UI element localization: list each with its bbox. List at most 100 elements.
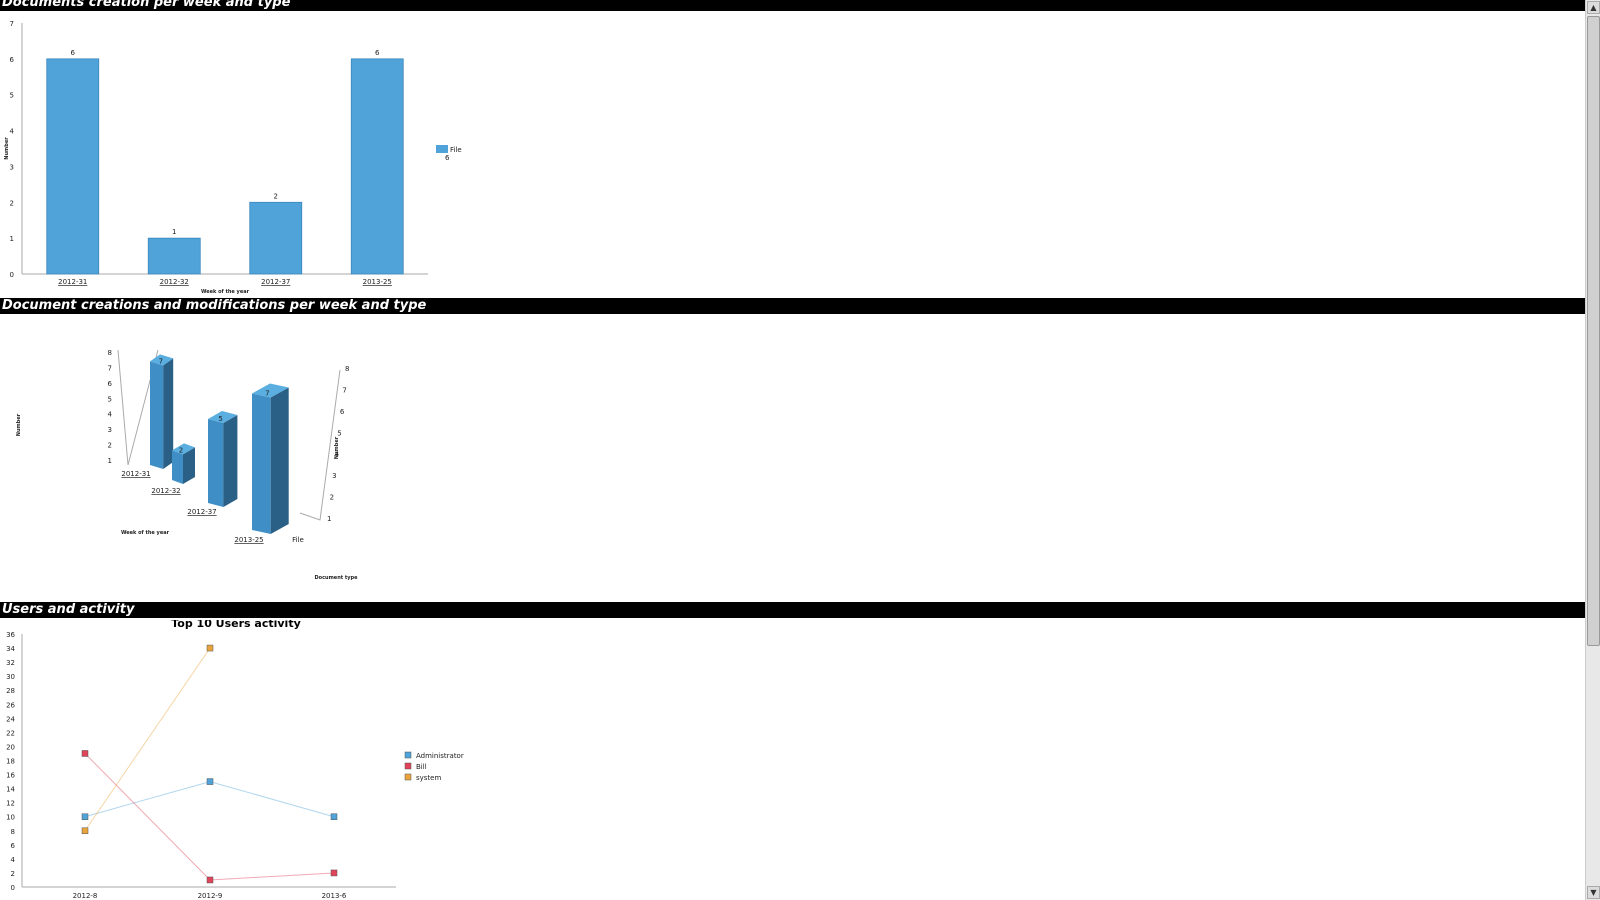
scroll-down-arrow-icon[interactable]: ▼ [1587,886,1600,899]
z-axis-title: Document type [314,575,358,581]
y-tick-label-left: 4 [108,411,113,419]
bar [350,58,404,275]
y-tick-label: 30 [6,673,15,681]
series-axis-label: File [292,536,304,544]
y-tick-label: 1 [10,235,14,243]
series-line [84,781,335,818]
bar-value-label: 1 [172,228,176,236]
section-title-users-activity: Users and activity [0,602,1585,618]
y-tick-label: 36 [6,631,15,639]
creations-modifications-3d-chart: 1 2 3 4 5 6 7 8 1 2 3 4 5 6 7 8 7 2 5 7 2012-31 2012-32 2012-3… [16,349,358,581]
y-tick-label-right: 8 [345,365,349,373]
y-tick-label: 6 [10,56,15,64]
scroll-up-arrow-icon[interactable]: ▲ [1587,1,1600,14]
y-tick-label-left: 8 [108,349,112,357]
users-activity-chart: Top 10 Users activity0246810121416182022… [6,620,464,900]
x-tick-label: 2013-6 [322,892,347,900]
data-point [206,876,214,884]
bar-side [163,358,174,469]
y-tick-label: 7 [10,20,14,28]
legend-label: system [416,774,441,782]
x-tick-label: 2012-37 [187,508,216,516]
y-tick-label: 5 [10,92,14,100]
x-tick-label: 2012-31 [121,470,150,478]
x-tick-label: 2012-31 [58,278,87,286]
series-line [84,753,335,881]
y-axis-title: Number [4,137,10,160]
y-tick-label-left: 3 [108,426,112,434]
y-tick-label-right: 1 [327,515,331,523]
y-tick-label-right: 5 [337,429,341,437]
bar-front [252,393,271,534]
y-tick-label-right: 7 [342,386,346,394]
bar-front [172,450,183,484]
documents-creation-chart: 0 1 2 3 4 5 6 7 6 2012-31 1 2012-32 2 2012-37 6 2013-25… [4,20,462,295]
x-axis-title: Week of the year [201,289,250,295]
vertical-scrollbar[interactable]: ▲ ▼ [1585,0,1600,900]
y-tick-label-right: 3 [332,472,336,480]
legend-value: 6 [445,154,450,162]
y-tick-label: 16 [6,772,15,780]
x-tick-label: 2012-37 [261,278,290,286]
y-tick-label-right: 2 [330,494,334,502]
x-tick-label: 2012-32 [160,278,189,286]
x-tick-label: 2012-8 [73,892,98,900]
legend-swatch [404,751,412,759]
y-tick-label-left: 6 [108,380,113,388]
y-tick-label: 14 [6,786,15,794]
y-tick-label-left: 7 [108,364,112,372]
bar-top [252,383,289,398]
left-wall [117,349,159,466]
y-tick-label: 10 [6,814,15,822]
legend-swatch [404,762,412,770]
bar-value-label: 6 [71,49,76,57]
y-tick-label: 3 [10,163,14,171]
y-tick-label-left: 2 [108,442,112,450]
y-tick-label: 0 [11,884,15,892]
y-axis-title-left: Number [16,413,22,436]
bar-top [208,411,238,423]
y-tick-label: 20 [6,743,15,751]
series-line [84,647,211,832]
y-tick-label-left: 5 [108,395,112,403]
y-tick-label: 2 [11,870,15,878]
bar-side [270,387,289,534]
bar-front [150,361,164,469]
bar-side [223,415,238,507]
y-tick-label-right: 4 [335,451,340,459]
bar-value-label: 6 [375,49,380,57]
data-point [330,813,338,820]
y-tick-label: 8 [11,828,15,836]
bar-side [183,447,195,484]
bar-value-label: 7 [159,357,163,365]
y-tick-label: 4 [11,856,16,864]
legend-label: File [450,146,462,154]
data-point [330,869,338,877]
data-point [81,750,89,757]
bar-value-label: 7 [265,390,269,398]
bar-top [150,354,174,366]
y-tick-label: 28 [6,687,15,695]
y-tick-label-right: 6 [340,408,345,416]
y-tick-label-left: 1 [108,457,112,465]
y-tick-label: 26 [6,701,15,709]
y-tick-label: 32 [6,659,15,667]
legend-swatch [436,145,448,153]
section-title-documents-creation: Documents creation per week and type [0,0,1585,11]
legend-label: Administrator [416,752,464,760]
data-point [81,813,89,820]
scroll-thumb[interactable] [1587,16,1600,646]
legend-swatch [404,773,412,781]
y-tick-label: 4 [10,128,15,136]
x-tick-label: 2013-25 [363,278,392,286]
bar-value-label: 2 [179,446,183,454]
y-tick-label: 6 [11,842,16,850]
section-title-creations-modifications: Document creations and modifications per… [0,298,1585,314]
bar [147,237,201,275]
y-tick-label: 22 [6,729,15,737]
x-axis-title: Week of the year [121,530,170,536]
bar-top [172,443,195,455]
legend-label: Bill [416,763,427,771]
bar-value-label: 2 [274,192,278,200]
